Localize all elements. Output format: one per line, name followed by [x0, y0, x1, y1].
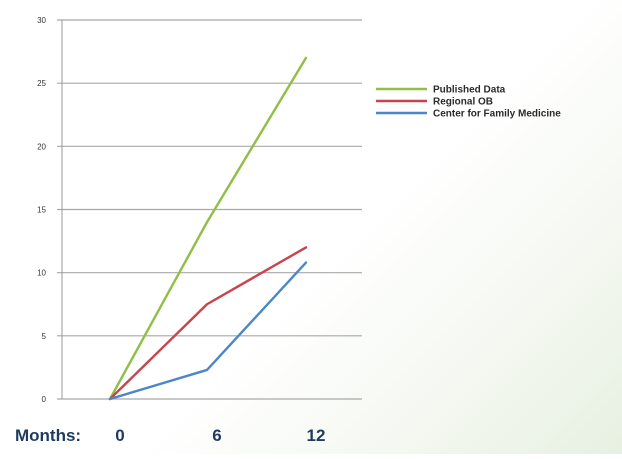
- series-line-1: [108, 56, 308, 401]
- y-tick-label: 10: [37, 269, 46, 278]
- x-tick-label: 12: [307, 426, 326, 445]
- y-tick-label: 25: [37, 79, 46, 88]
- legend-label: Center for Family Medicine: [433, 109, 561, 120]
- legend-label: Published Data: [433, 85, 506, 96]
- series-lines: [108, 56, 308, 401]
- legend-label: Regional OB: [433, 97, 493, 108]
- x-axis-prefix-label: Months:: [15, 426, 81, 445]
- x-tick-label: 6: [212, 426, 221, 445]
- y-tick-label: 5: [42, 332, 47, 341]
- y-tick-labels: 0 5 10 15 20 25 30: [37, 16, 46, 404]
- series-line-3: [108, 261, 308, 401]
- y-tick-label: 30: [37, 16, 46, 25]
- x-tick-labels: Months: 0 6 12: [15, 426, 325, 445]
- y-tick-label: 20: [37, 142, 46, 151]
- y-tick-label: 15: [37, 206, 46, 215]
- gridlines: [57, 19, 362, 400]
- y-tick-label: 0: [42, 395, 47, 404]
- series-line-2: [108, 246, 308, 401]
- x-tick-label: 0: [115, 426, 124, 445]
